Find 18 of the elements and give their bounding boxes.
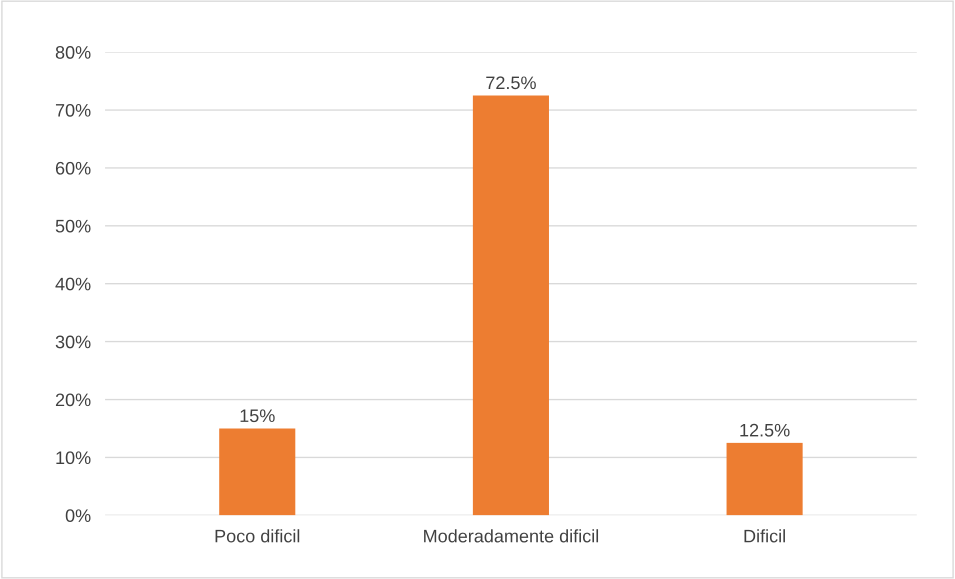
data-label: 72.5% bbox=[486, 76, 536, 90]
y-tick-label: 50% bbox=[56, 220, 91, 233]
y-tick-label: 10% bbox=[56, 451, 91, 464]
y-tick-label: 80% bbox=[56, 46, 91, 59]
y-tick-label: 20% bbox=[56, 393, 91, 406]
y-tick-label: 30% bbox=[56, 336, 91, 348]
data-label: 15% bbox=[240, 409, 275, 422]
bar bbox=[726, 442, 803, 516]
y-tick-label: 0% bbox=[66, 509, 91, 522]
bar bbox=[472, 96, 549, 516]
y-tick-label: 40% bbox=[55, 278, 91, 290]
x-tick-label: Poco dificil bbox=[216, 529, 300, 542]
x-tick-label: Dificil bbox=[744, 529, 785, 542]
y-tick-label: 60% bbox=[56, 162, 91, 175]
data-label: 12.5% bbox=[740, 424, 790, 437]
y-tick-label: 70% bbox=[56, 104, 91, 117]
bar bbox=[219, 428, 296, 516]
x-tick-label: Moderadamente dificil bbox=[424, 529, 598, 542]
